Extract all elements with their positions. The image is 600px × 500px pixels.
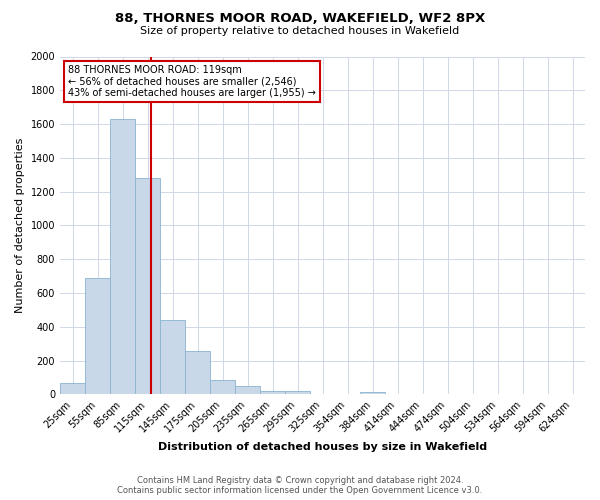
- Text: Size of property relative to detached houses in Wakefield: Size of property relative to detached ho…: [140, 26, 460, 36]
- Bar: [60, 384, 85, 394]
- Text: Contains HM Land Registry data © Crown copyright and database right 2024.
Contai: Contains HM Land Registry data © Crown c…: [118, 476, 482, 495]
- Bar: [185, 352, 210, 395]
- Bar: [110, 119, 135, 394]
- Y-axis label: Number of detached properties: Number of detached properties: [15, 138, 25, 313]
- Bar: [360, 392, 385, 394]
- Bar: [85, 278, 110, 394]
- Text: 88 THORNES MOOR ROAD: 119sqm
← 56% of detached houses are smaller (2,546)
43% of: 88 THORNES MOOR ROAD: 119sqm ← 56% of de…: [68, 65, 316, 98]
- Bar: [235, 386, 260, 394]
- X-axis label: Distribution of detached houses by size in Wakefield: Distribution of detached houses by size …: [158, 442, 487, 452]
- Bar: [285, 391, 310, 394]
- Bar: [135, 178, 160, 394]
- Bar: [260, 391, 285, 394]
- Text: 88, THORNES MOOR ROAD, WAKEFIELD, WF2 8PX: 88, THORNES MOOR ROAD, WAKEFIELD, WF2 8P…: [115, 12, 485, 26]
- Bar: [160, 320, 185, 394]
- Bar: [210, 380, 235, 394]
